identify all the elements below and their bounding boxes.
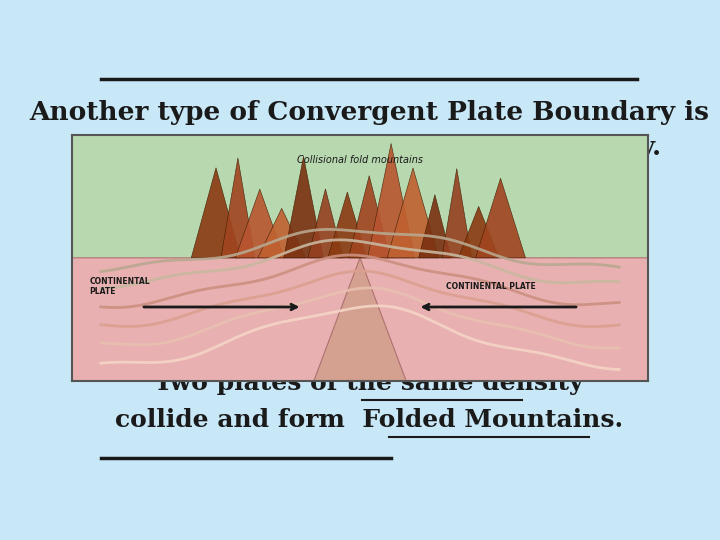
Text: CONTINENTAL
PLATE: CONTINENTAL PLATE xyxy=(89,277,150,296)
Polygon shape xyxy=(387,168,438,258)
Polygon shape xyxy=(72,258,648,381)
Text: CONTINENTAL PLATE: CONTINENTAL PLATE xyxy=(446,282,536,291)
Polygon shape xyxy=(442,168,472,258)
Polygon shape xyxy=(368,144,415,258)
Text: Collisional fold mountains: Collisional fold mountains xyxy=(297,156,423,165)
Polygon shape xyxy=(72,258,360,381)
Polygon shape xyxy=(221,158,255,258)
Polygon shape xyxy=(284,157,323,258)
Polygon shape xyxy=(308,189,343,258)
Polygon shape xyxy=(459,206,499,258)
Text: Another type of Convergent Plate Boundary is: Another type of Convergent Plate Boundar… xyxy=(29,100,709,125)
Polygon shape xyxy=(258,208,305,258)
Polygon shape xyxy=(192,168,240,258)
Text: Two plates of the same density: Two plates of the same density xyxy=(154,371,584,395)
Polygon shape xyxy=(360,258,648,381)
Polygon shape xyxy=(235,189,284,258)
Polygon shape xyxy=(328,192,367,258)
Text: collide and form  Folded Mountains.: collide and form Folded Mountains. xyxy=(115,408,623,433)
Polygon shape xyxy=(348,176,390,258)
Polygon shape xyxy=(72,135,648,258)
Polygon shape xyxy=(418,194,451,258)
Polygon shape xyxy=(476,178,526,258)
Text: the Convergent – Collision Boundary.: the Convergent – Collision Boundary. xyxy=(77,136,661,160)
